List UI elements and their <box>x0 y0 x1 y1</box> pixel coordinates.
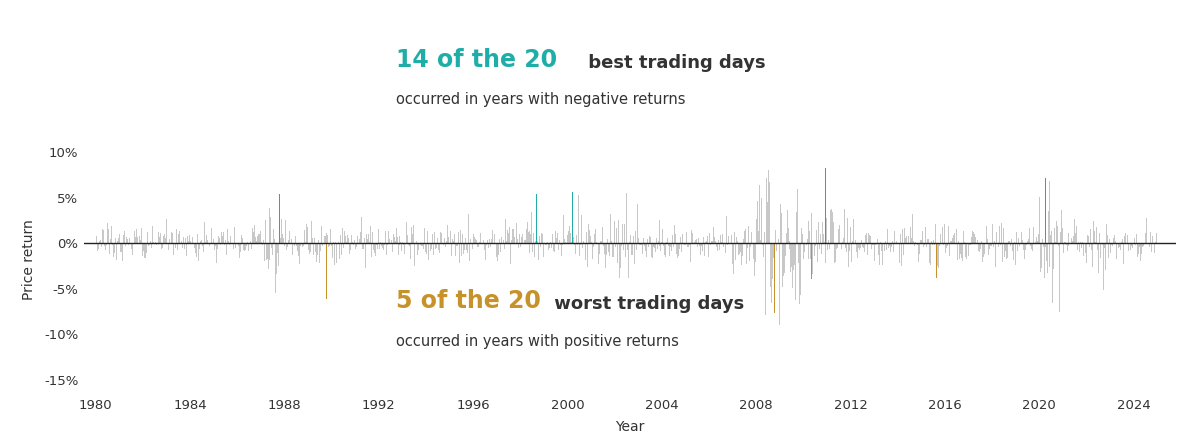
Y-axis label: Price return: Price return <box>22 219 36 299</box>
Text: occurred in years with negative returns: occurred in years with negative returns <box>396 92 685 107</box>
Text: occurred in years with positive returns: occurred in years with positive returns <box>396 333 679 349</box>
Text: 14 of the 20: 14 of the 20 <box>396 47 557 72</box>
Text: worst trading days: worst trading days <box>548 295 745 313</box>
Text: 5 of the 20: 5 of the 20 <box>396 289 541 313</box>
Text: best trading days: best trading days <box>582 54 766 72</box>
X-axis label: Year: Year <box>616 420 644 434</box>
